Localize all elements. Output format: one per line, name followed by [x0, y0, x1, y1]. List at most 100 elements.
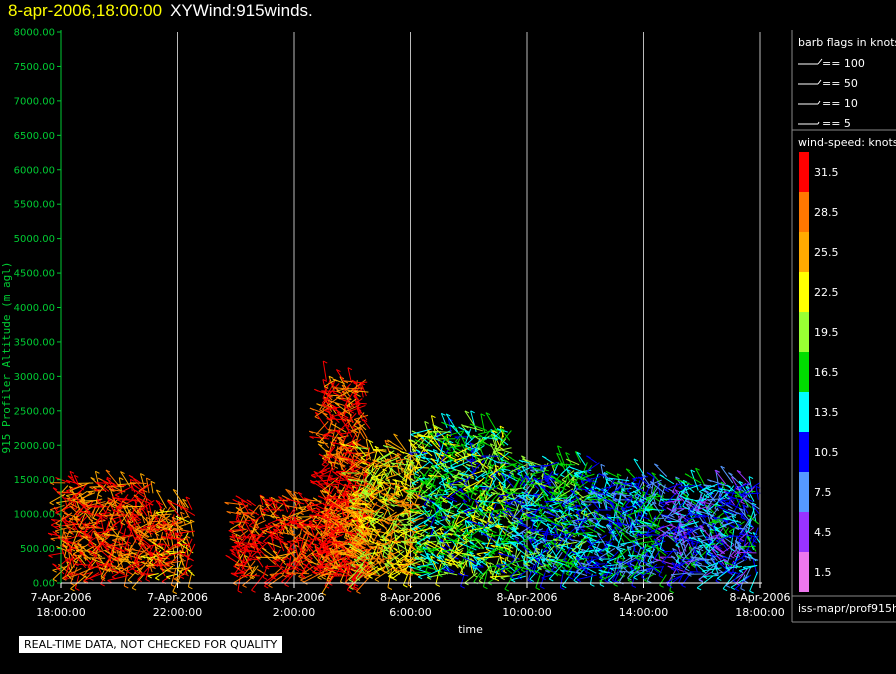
wind-barb-flag [382, 544, 387, 548]
wind-barb [133, 545, 143, 562]
wind-barb [464, 435, 477, 447]
wind-barb-flag [476, 553, 481, 557]
wind-barb-flag [449, 440, 454, 444]
wind-barb-flag [107, 497, 112, 501]
wind-barb-flag [392, 578, 397, 581]
wind-barb [267, 516, 286, 525]
wind-barb-flag [470, 488, 475, 492]
wind-barb [354, 471, 368, 476]
wind-barb-flag [92, 524, 97, 528]
wind-barb-flag [177, 541, 182, 545]
wind-barb-flag [395, 494, 400, 498]
wind-barb-flag [345, 424, 350, 428]
wind-barb-flag [280, 565, 285, 569]
wind-barb [179, 564, 193, 577]
wind-barb [518, 518, 534, 534]
wind-barb [94, 533, 110, 547]
wind-barb [369, 512, 385, 525]
wind-barb-flag [145, 565, 151, 568]
wind-barb-flag [99, 541, 105, 545]
wind-barb-flag [131, 547, 136, 551]
wind-barb-flag [340, 398, 346, 402]
wind-barb [356, 525, 371, 540]
wind-barb-flag [140, 573, 145, 577]
wind-barb-flag [476, 509, 482, 513]
wind-barb-flag [350, 430, 356, 434]
wind-barb-flag [100, 578, 106, 581]
wind-barb-flag [438, 488, 443, 492]
wind-barb-flag [443, 571, 449, 575]
wind-barb-flag [435, 513, 440, 517]
wind-barb-flag [441, 509, 446, 513]
wind-barb-flag [190, 519, 195, 523]
wind-barb-flag [354, 390, 359, 394]
wind-barb-flag [111, 576, 117, 580]
wind-barb [429, 476, 437, 491]
wind-barb [275, 551, 297, 558]
wind-barb [95, 512, 111, 515]
wind-barb-flag [366, 516, 371, 520]
wind-barb-flag [343, 564, 348, 568]
wind-barb-flag [312, 497, 318, 501]
wind-barb [398, 517, 415, 522]
wind-barb [139, 473, 145, 488]
wind-barb [102, 480, 116, 492]
wind-barb-flag [171, 523, 177, 527]
wind-barb [382, 456, 400, 465]
wind-barb-flag [383, 492, 389, 496]
wind-barb-flag [427, 550, 432, 554]
wind-barb-flag [115, 494, 120, 498]
wind-barb-flag [52, 578, 58, 582]
wind-barb-flag [397, 504, 402, 508]
wind-barb-flag [357, 561, 362, 564]
wind-barb-flag [450, 424, 455, 428]
wind-barb-flag [133, 478, 138, 482]
wind-barb [66, 485, 81, 492]
wind-barb-flag [411, 482, 417, 486]
wind-barb-flag [372, 459, 377, 463]
wind-barb-flag [92, 517, 98, 521]
wind-barb-flag [317, 443, 323, 447]
wind-barb-flag [184, 554, 189, 558]
wind-barb-flag [367, 503, 372, 507]
wind-barb-flag [370, 492, 376, 495]
wind-barb-flag [457, 565, 463, 569]
wind-barb-flag [401, 501, 407, 505]
wind-barb-flag [131, 587, 137, 591]
wind-barb [430, 493, 445, 508]
wind-barb [362, 508, 383, 514]
wind-barb [468, 500, 475, 515]
wind-barb-flag [117, 484, 122, 488]
wind-barb-flag [259, 504, 264, 508]
wind-barb-flag [322, 541, 328, 545]
wind-barb [231, 543, 254, 548]
wind-barb-flag [439, 462, 444, 466]
wind-barb [423, 508, 442, 524]
wind-barb-flag [324, 400, 329, 404]
wind-barb-flag [412, 539, 417, 543]
wind-barb-flag [385, 521, 390, 525]
wind-barb [322, 361, 327, 381]
wind-barb-flag [341, 513, 347, 517]
wind-barb-flag [94, 532, 99, 536]
wind-barb-flag [349, 507, 354, 511]
wind-barb-flag [322, 550, 327, 553]
wind-barb-flag [344, 534, 350, 538]
wind-barb-flag [86, 505, 91, 509]
wind-barb-flag [328, 534, 333, 538]
wind-barb-flag [315, 480, 321, 484]
wind-barb-flag [75, 587, 80, 591]
wind-barb-flag [184, 573, 190, 577]
wind-barb-flag [340, 438, 345, 442]
wind-barb-flag [426, 552, 432, 556]
wind-barb-flag [369, 540, 374, 544]
wind-barb-flag [308, 545, 314, 549]
wind-barb-flag [449, 496, 455, 500]
wind-barb [356, 488, 371, 504]
wind-barb-flag [324, 481, 329, 485]
wind-barb-flag [368, 440, 374, 444]
wind-barb [95, 562, 103, 576]
wind-barb-flag [293, 491, 299, 495]
wind-barb-flag [474, 478, 480, 482]
